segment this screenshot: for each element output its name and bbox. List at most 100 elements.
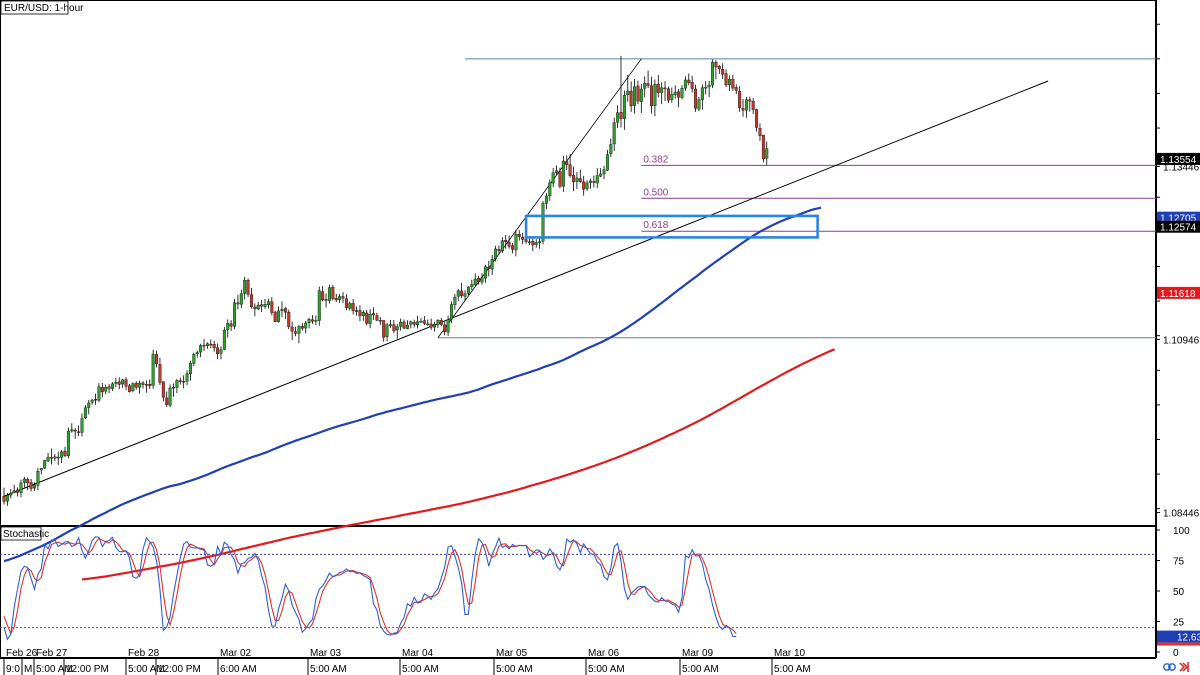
candle-body [33,484,36,489]
link-icon[interactable] [1163,663,1176,671]
candle-body [572,175,575,183]
candle-body [616,112,620,123]
time-label: 12:00 PM [66,664,109,675]
candle-body [724,73,728,86]
candle-body [127,385,131,392]
candle-body [358,310,362,317]
candle-body [260,304,264,307]
osc-label: 50 [1173,587,1185,598]
candle-body [165,397,169,405]
osc-label: 100 [1173,526,1190,537]
candle-body [531,240,535,246]
candle-body [582,181,586,190]
candle-body [388,324,392,326]
candle-body [361,312,365,316]
time-label: 6:00 AM [220,664,257,675]
candle-body [266,301,270,306]
candle-body [39,468,43,471]
candle-body [477,278,481,283]
candle-body [111,383,114,389]
price-tag-box [1157,220,1200,233]
main-title-box [0,0,69,15]
candle-body [697,99,701,110]
osc-title: Stochastic [3,529,49,540]
candle-body [653,84,657,106]
osc-label: 0 [1173,648,1179,659]
candle-body [321,291,325,301]
candle-body [585,182,589,189]
candle-body [714,61,718,68]
candle-body [334,298,338,301]
osc-tag-text: 12.63 [1177,633,1200,644]
candle-body [436,320,440,325]
candle-body [209,343,213,346]
candle-body [385,324,389,337]
osc-label: 25 [1173,618,1185,629]
candle-body [561,160,565,187]
candle-body [226,323,230,330]
candle-body [470,284,474,288]
candle-body [395,326,399,331]
candle-body [131,383,135,391]
candle-body [765,148,769,159]
candle-body [738,90,742,108]
osc-tag-red-strip [1157,642,1200,646]
candle-body [277,310,281,322]
candle-body [63,450,67,456]
candle-body [758,128,762,136]
candle-body [538,241,542,243]
time-date-label: Mar 05 [496,648,528,659]
candle-body [70,429,74,432]
time-date-label: Mar 02 [220,648,252,659]
candle-body [514,234,518,251]
candle-body [253,306,257,310]
candle-body [256,304,260,310]
candle-body [517,234,521,237]
time-label: 9:0 [6,664,20,675]
candle-body [629,90,633,107]
candle-body [480,277,484,283]
candle-body [185,373,189,382]
candle-body [199,345,203,353]
candle-body [202,344,206,347]
candle-body [158,364,162,383]
candle-body [368,314,372,324]
time-date-label: Mar 10 [774,648,806,659]
candle-body [382,320,386,338]
candle-body [504,239,508,242]
support-zone-box [524,214,819,239]
candle-body [446,319,450,333]
candle-body [443,324,447,332]
candle-body [287,311,291,327]
candle-body [175,380,179,388]
candle-body [565,161,569,165]
candle-body [609,144,613,155]
candle-body [409,321,413,325]
candle-body [731,79,735,89]
price-tag-text: 1.12705 [1160,214,1197,225]
candle-body [104,387,108,392]
time-label: 5:00 AM [682,664,719,675]
scroll-to-end-icon[interactable] [1179,662,1189,672]
candles [2,55,769,506]
candle-body [748,99,752,102]
candle-body [402,321,406,329]
candle-body [578,178,582,182]
candle-body [341,296,345,299]
candle-body [12,490,16,494]
candle-body [117,381,121,385]
candle-body [151,353,155,386]
candle-body [300,326,304,329]
candle-body [422,320,426,324]
candle-body [249,294,253,307]
candle-body [36,471,40,486]
candle-body [283,308,287,313]
price-tag-text: 1.11618 [1160,289,1196,300]
candle-body [460,290,464,296]
osc-label: 75 [1173,557,1185,568]
candle-body [463,293,467,297]
osc-tag-box [1157,630,1200,643]
candle-body [646,83,650,86]
candle-body [60,451,64,458]
